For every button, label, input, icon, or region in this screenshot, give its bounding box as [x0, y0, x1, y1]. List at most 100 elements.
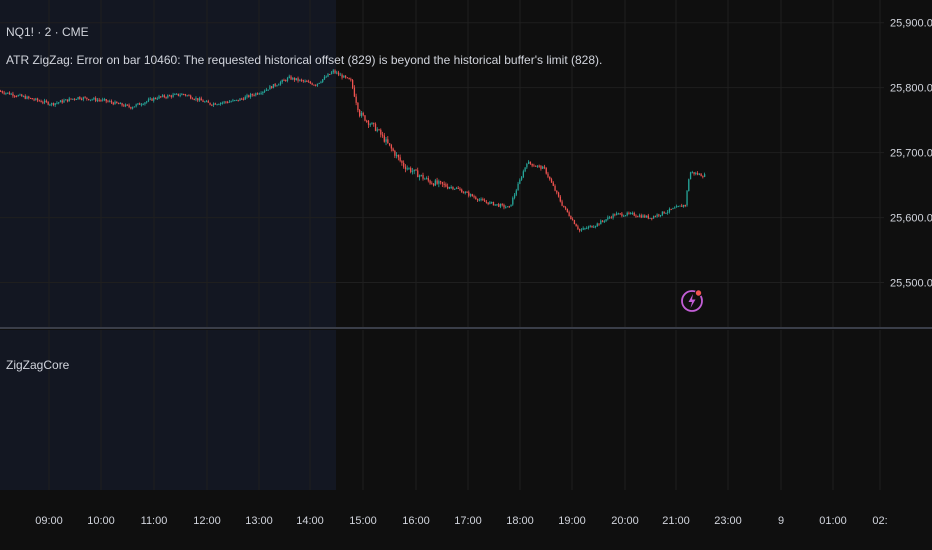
candle: [228, 99, 231, 103]
time-tick-label: 10:00: [87, 515, 115, 527]
candle: [285, 79, 287, 82]
candle: [36, 97, 39, 103]
time-tick-label: 16:00: [402, 515, 430, 527]
candle: [432, 182, 435, 187]
candle: [195, 96, 197, 102]
candle: [140, 103, 143, 107]
candle: [381, 131, 384, 138]
candle: [390, 143, 393, 152]
candle: [174, 93, 176, 96]
candle: [378, 128, 380, 131]
candle: [123, 103, 125, 107]
candle: [401, 160, 403, 166]
candle: [204, 100, 206, 103]
candle: [193, 98, 195, 101]
candle: [47, 101, 49, 106]
time-tick-label: 17:00: [454, 515, 482, 527]
candle: [105, 98, 107, 104]
candle: [38, 99, 41, 102]
time-axis[interactable]: 09:00 10:00 11:00 12:00 13:00 14:00 15:00 16:00…: [35, 515, 887, 527]
candle: [535, 165, 537, 167]
lower-pane-title[interactable]: ZigZagCore: [6, 358, 70, 372]
candle: [126, 104, 129, 106]
candle: [355, 93, 357, 106]
candle: [369, 122, 371, 127]
candle: [570, 215, 572, 220]
candle: [491, 201, 493, 204]
candle: [353, 85, 356, 98]
candle: [649, 217, 651, 219]
candle: [517, 181, 519, 191]
candle: [8, 91, 11, 95]
candle: [536, 165, 539, 168]
candle: [455, 186, 458, 190]
candle: [473, 194, 475, 199]
lightning-alert-icon[interactable]: [680, 285, 706, 315]
candle: [244, 95, 246, 100]
session-shade-lower: [0, 330, 336, 490]
candle: [107, 100, 109, 103]
time-tick-label: 18:00: [506, 515, 534, 527]
candle: [325, 75, 327, 78]
candle: [15, 95, 18, 98]
candle: [447, 183, 449, 190]
candle: [522, 169, 525, 179]
price-tick-label: 25,800.00: [890, 83, 932, 95]
candle: [146, 100, 148, 104]
candle: [344, 75, 347, 79]
candle: [7, 92, 9, 94]
price-tick-label: 25,500.00: [890, 278, 932, 290]
candle: [626, 211, 628, 217]
candle: [647, 213, 649, 220]
candle: [582, 226, 584, 231]
candle: [499, 203, 502, 209]
candle: [471, 193, 473, 197]
candle: [54, 103, 56, 108]
price-tick-label: 25,700.00: [890, 148, 932, 160]
candle: [478, 198, 481, 202]
price-tick-label: 25,600.00: [890, 213, 932, 225]
candle: [422, 172, 424, 181]
candle: [452, 186, 454, 191]
candle: [371, 122, 373, 125]
candle: [660, 214, 662, 218]
candle: [86, 97, 88, 101]
price-axis[interactable]: 25,900.00 25,800.00 25,700.00 25,600.00 25,5…: [890, 18, 932, 290]
candle: [670, 208, 672, 211]
candle: [496, 204, 498, 207]
candle: [529, 161, 532, 165]
candle: [165, 96, 167, 100]
candle: [218, 103, 220, 106]
candle: [403, 160, 405, 169]
candle: [533, 163, 535, 167]
time-tick-label: 11:00: [141, 515, 168, 527]
candle: [357, 102, 359, 113]
candle: [73, 98, 76, 101]
candle: [462, 191, 465, 194]
candle: [631, 211, 634, 215]
candle: [415, 168, 417, 171]
candle: [200, 96, 202, 101]
candle: [698, 173, 701, 176]
symbol-legend[interactable]: NQ1! · 2 · CME: [6, 25, 89, 39]
candle: [161, 94, 164, 98]
candle: [526, 162, 528, 169]
candle: [235, 99, 238, 101]
candle: [689, 171, 692, 180]
candle: [31, 98, 33, 100]
candle: [184, 93, 187, 97]
candle: [587, 225, 590, 230]
candle: [593, 225, 595, 228]
candle: [286, 76, 289, 83]
candle: [293, 77, 296, 82]
candle: [77, 96, 79, 100]
candle: [212, 102, 215, 107]
candle: [681, 203, 683, 207]
candle: [234, 99, 236, 102]
candle: [468, 190, 470, 198]
candle: [318, 82, 320, 84]
candle: [63, 98, 65, 103]
candle: [313, 84, 315, 86]
candle: [637, 215, 639, 218]
